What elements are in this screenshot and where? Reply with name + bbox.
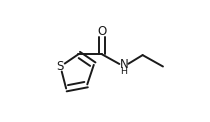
Text: N: N [119, 58, 128, 71]
Text: H: H [120, 66, 127, 76]
Text: O: O [97, 25, 106, 38]
Text: S: S [57, 60, 64, 73]
